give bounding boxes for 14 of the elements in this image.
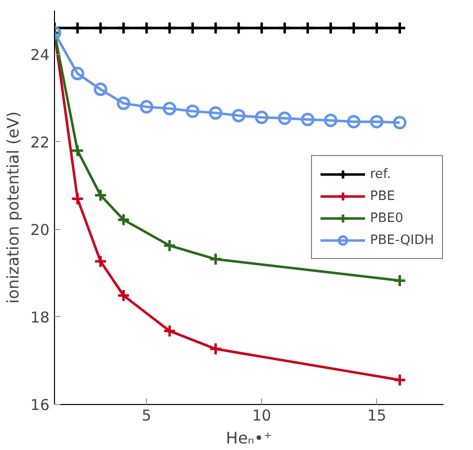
y-tick-label: 20: [30, 220, 50, 239]
y-tick-label: 24: [30, 46, 50, 64]
x-tick-label: 15: [367, 406, 386, 424]
x-tick-label: 10: [252, 406, 272, 424]
legend-label: PBE: [370, 188, 395, 204]
legend-label: PBE-QIDH: [370, 232, 434, 248]
y-tick-label: 16: [30, 396, 50, 414]
legend-label: PBE0: [370, 210, 404, 226]
y-tick-label: 22: [30, 133, 50, 152]
x-axis-title: Heₙ•⁺: [226, 428, 272, 448]
y-tick-label: 18: [30, 308, 50, 326]
x-tick-label: 5: [142, 406, 152, 424]
y-axis-title: ionization potential (eV): [3, 111, 22, 304]
legend-label: ref.: [370, 166, 391, 182]
